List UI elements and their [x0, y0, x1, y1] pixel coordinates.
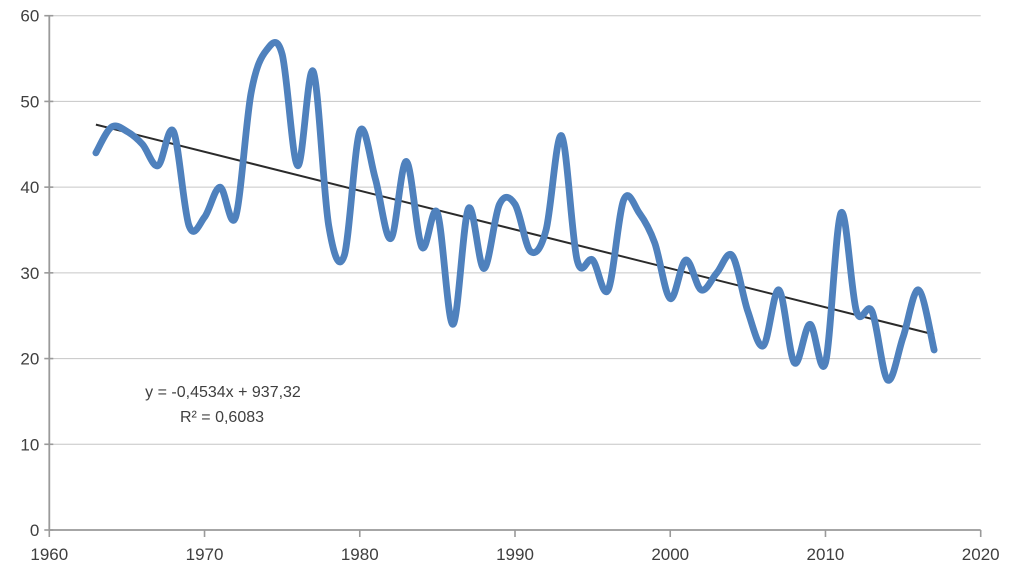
y-tick-label: 20: [20, 350, 39, 369]
y-tick-label: 10: [20, 435, 39, 454]
y-tick-label: 50: [20, 92, 39, 111]
x-tick-label: 2020: [962, 545, 1000, 564]
x-tick-label: 1970: [186, 545, 224, 564]
x-tick-label: 1990: [496, 545, 534, 564]
x-axis-labels: 1960 1970 1980 1990 2000 2010 2020: [30, 545, 999, 564]
x-tick-label: 2010: [807, 545, 845, 564]
gridlines: [49, 15, 981, 445]
x-tick-label: 1980: [341, 545, 379, 564]
axis-ticks: [44, 14, 982, 537]
trend-equation-label: y = -0,4534x + 937,32: [145, 384, 301, 401]
x-tick-label: 1960: [30, 545, 68, 564]
r-squared-label: R² = 0,6083: [180, 409, 264, 426]
trendline: [95, 123, 935, 336]
y-tick-label: 30: [20, 264, 39, 283]
y-axis-labels: 0 10 20 30 40 50 60: [20, 7, 39, 540]
y-tick-label: 0: [30, 521, 39, 540]
data-series-line: [92, 39, 938, 384]
y-tick-label: 40: [20, 178, 39, 197]
x-tick-label: 2000: [651, 545, 689, 564]
y-tick-label: 60: [20, 7, 39, 26]
